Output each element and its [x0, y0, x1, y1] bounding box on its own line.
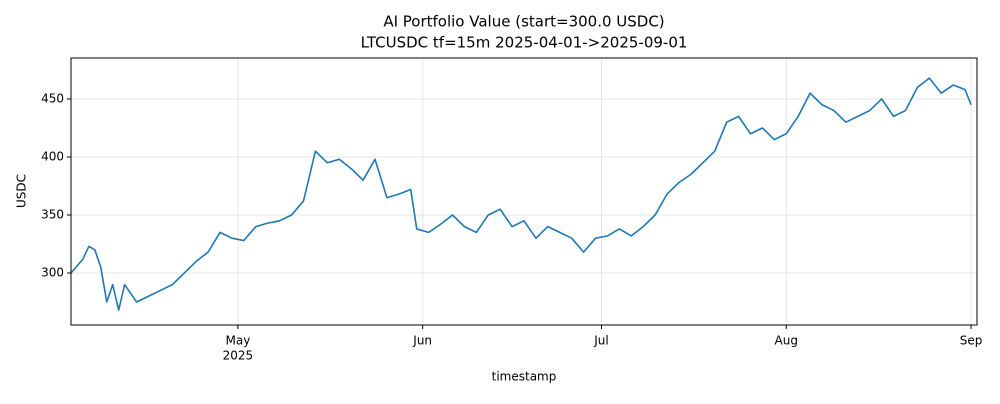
x-tick-label: Aug	[775, 334, 798, 348]
y-tick-label: 450	[41, 91, 64, 105]
x-tick-label: Sep	[960, 334, 983, 348]
x-tick-label: Jun	[412, 334, 432, 348]
x-axis-label: timestamp	[492, 370, 557, 384]
y-tick-label: 300	[41, 266, 64, 280]
x-tick-sublabel: 2025	[223, 349, 254, 363]
y-axis-label: USDC	[15, 174, 29, 208]
y-tick-label: 400	[41, 149, 64, 163]
x-tick-label: Jul	[593, 334, 608, 348]
chart-title: AI Portfolio Value (start=300.0 USDC)	[383, 13, 664, 31]
line-series	[70, 77, 972, 311]
y-tick-label: 350	[41, 207, 64, 221]
plot-frame	[70, 57, 978, 326]
chart-subtitle: LTCUSDC tf=15m 2025-04-01->2025-09-01	[361, 34, 688, 52]
x-tick-label: May	[225, 334, 250, 348]
